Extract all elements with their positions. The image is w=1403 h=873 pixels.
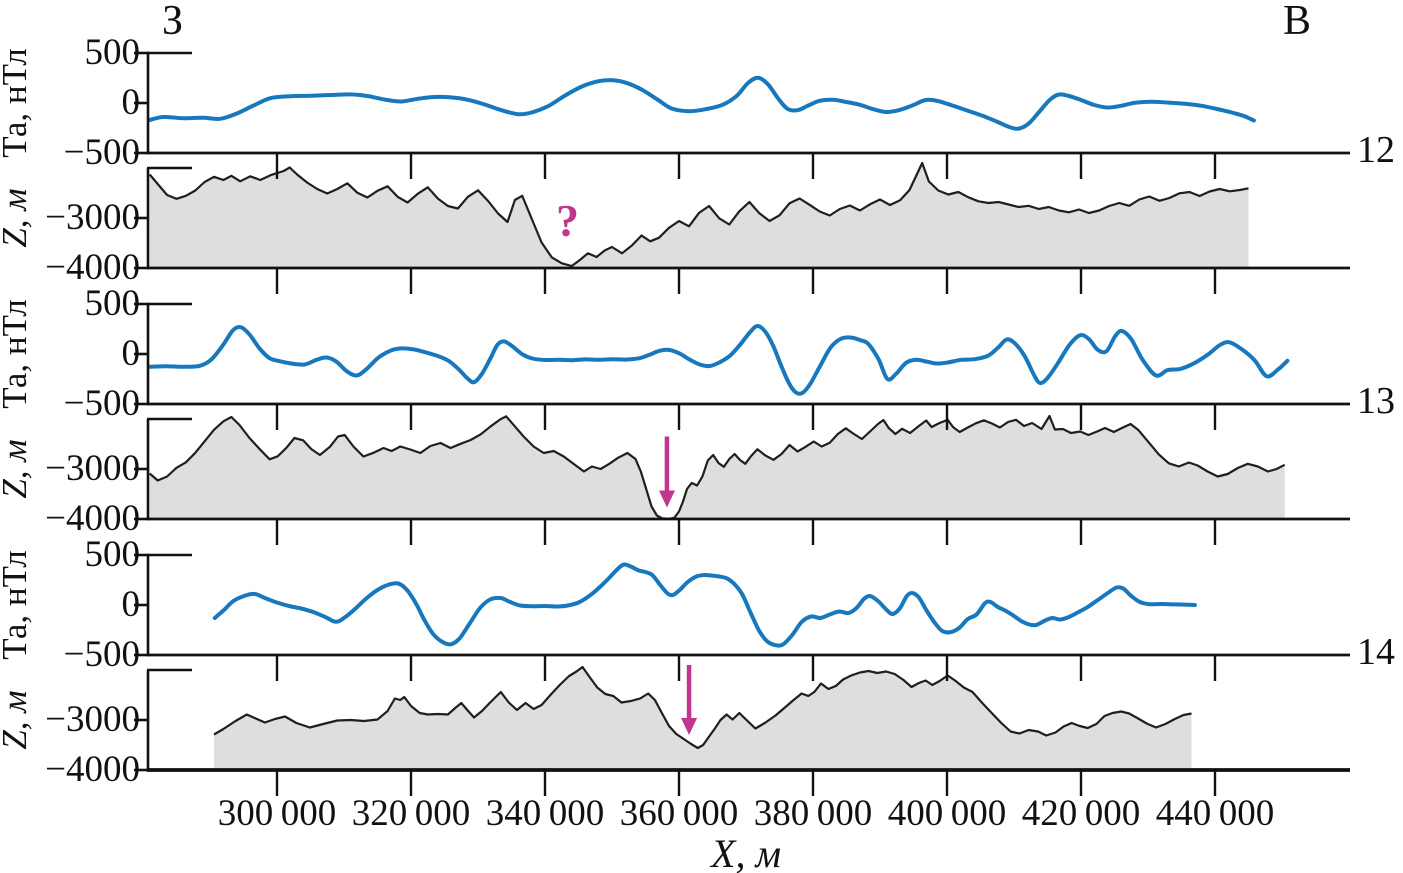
magnetic-curve-14 bbox=[212, 562, 1197, 648]
bathymetry-line-13 bbox=[148, 414, 1286, 520]
x-tick-440000: 440 000 bbox=[1155, 793, 1275, 834]
profile-label-13: 13 bbox=[1357, 380, 1395, 422]
question-mark-annotation: ? bbox=[556, 195, 579, 246]
x-tick-340000: 340 000 bbox=[485, 793, 605, 834]
profile-label-12: 12 bbox=[1357, 129, 1395, 171]
z3-tick-m3000: −3000 bbox=[45, 699, 140, 740]
ta3-tick-500: 500 bbox=[84, 534, 141, 575]
ta1-tick-500: 500 bbox=[84, 32, 141, 73]
z3-tick-m4000: −4000 bbox=[45, 749, 140, 790]
z2-tick-m4000: −4000 bbox=[45, 498, 140, 539]
x-axis-title: X, м bbox=[711, 831, 781, 873]
ta3-tick-0: 0 bbox=[121, 584, 141, 625]
z2-tick-m3000: −3000 bbox=[45, 448, 140, 489]
x-tick-300000: 300 000 bbox=[217, 793, 337, 834]
arrow-head-14 bbox=[681, 718, 698, 735]
x-tick-400000: 400 000 bbox=[887, 793, 1007, 834]
ta3-tick-m500: −500 bbox=[63, 634, 140, 675]
profile-label-14: 14 bbox=[1357, 631, 1395, 673]
bathymetry-fill-13 bbox=[149, 416, 1285, 519]
z1-tick-m4000: −4000 bbox=[45, 247, 140, 288]
ta2-tick-0: 0 bbox=[121, 333, 141, 374]
west-label: З bbox=[162, 0, 184, 44]
x-tick-360000: 360 000 bbox=[619, 793, 739, 834]
ta2-tick-m500: −500 bbox=[63, 383, 140, 424]
ta1-tick-m500: −500 bbox=[63, 132, 140, 173]
east-label: В bbox=[1283, 0, 1312, 44]
magnetic-curve-13 bbox=[147, 324, 1290, 396]
x-tick-320000: 320 000 bbox=[351, 793, 471, 834]
x-tick-380000: 380 000 bbox=[753, 793, 873, 834]
bathymetry-line-14 bbox=[213, 665, 1192, 750]
x-tick-420000: 420 000 bbox=[1021, 793, 1141, 834]
bathymetry-fill-14 bbox=[214, 667, 1192, 770]
arrow-head-13 bbox=[658, 490, 675, 508]
magnetic-curve-12 bbox=[147, 75, 1256, 131]
bathymetry-line-12 bbox=[148, 161, 1249, 268]
ta2-tick-500: 500 bbox=[84, 283, 141, 324]
ta1-tick-0: 0 bbox=[121, 82, 141, 123]
bathymetry-fill-12 bbox=[149, 163, 1249, 268]
z1-tick-m3000: −3000 bbox=[45, 197, 140, 238]
